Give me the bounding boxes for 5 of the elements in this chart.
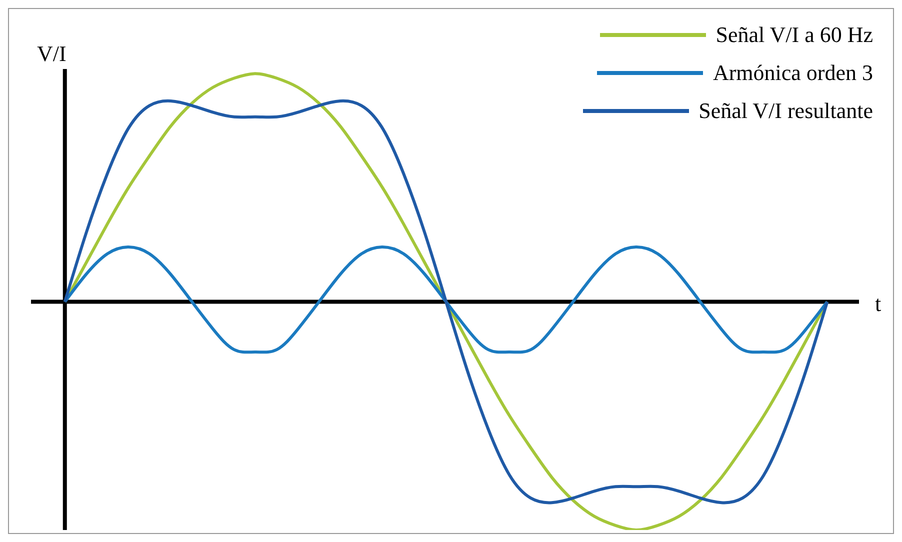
legend-label: Señal V/I resultante xyxy=(698,97,873,125)
legend-label: Armónica orden 3 xyxy=(712,59,873,87)
y-axis-title: V/I xyxy=(37,41,66,67)
x-axis-title: t xyxy=(875,291,882,317)
legend-label: Señal V/I a 60 Hz xyxy=(716,21,873,49)
